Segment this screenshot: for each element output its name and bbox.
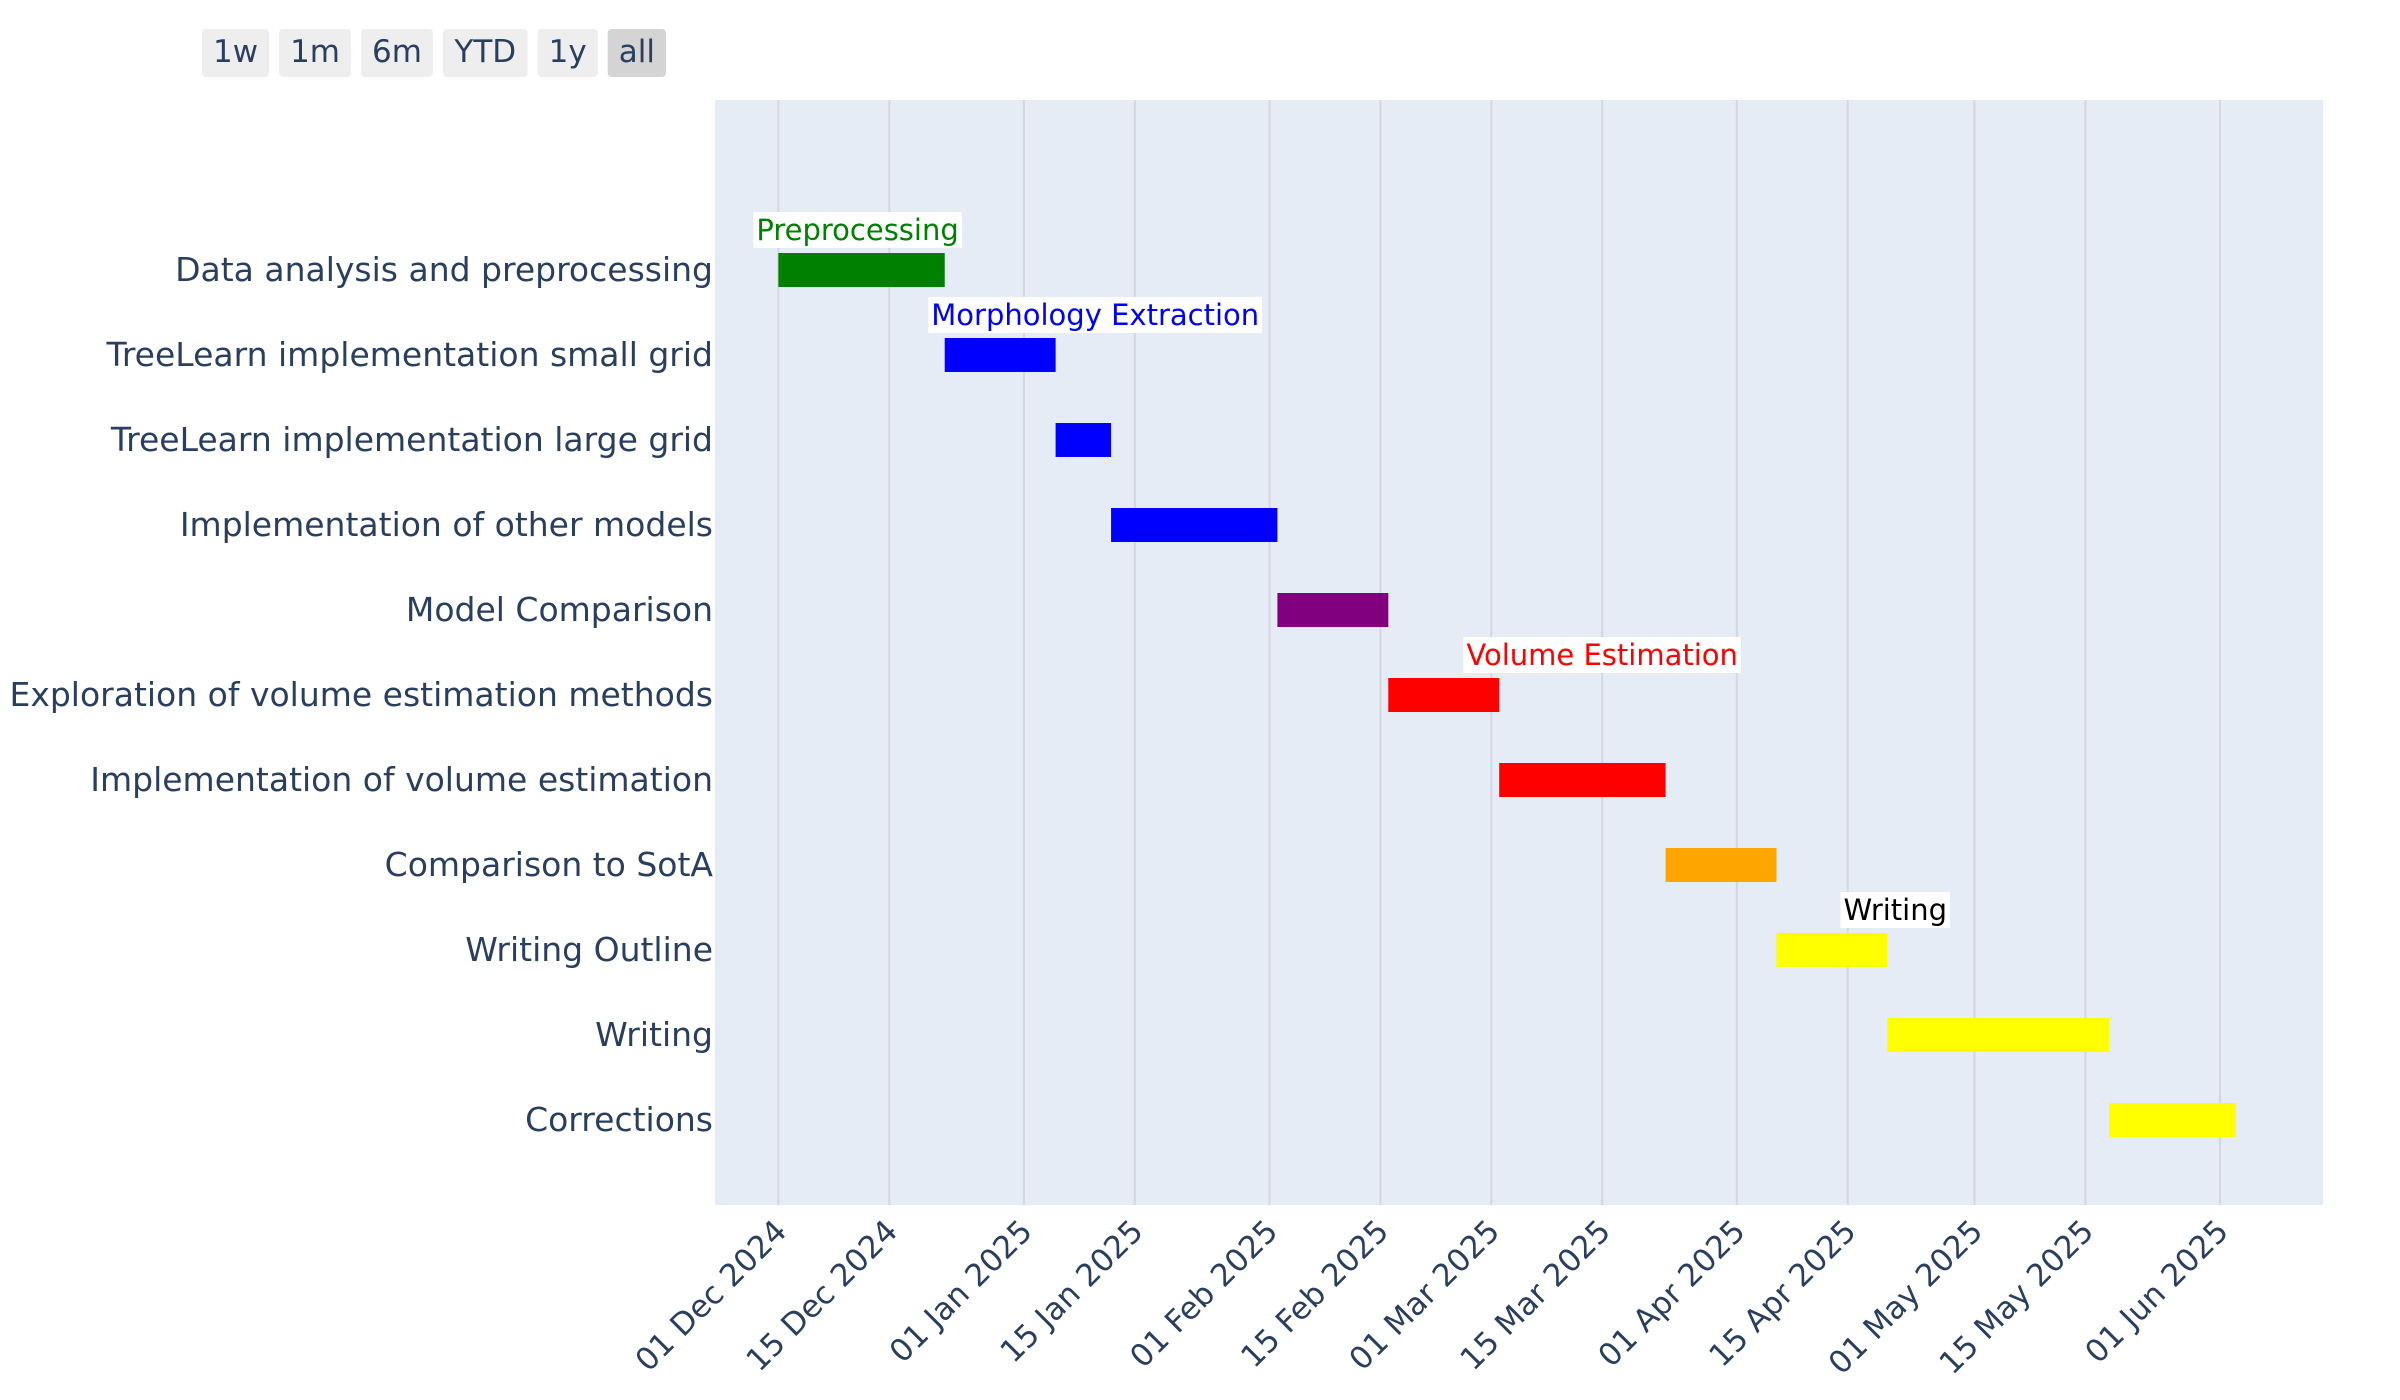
task-label: Model Comparison	[406, 590, 713, 629]
task-labels: Data analysis and preprocessing TreeLearn…	[9, 250, 713, 1139]
range-button-background	[279, 29, 351, 77]
range-button-label: all	[619, 34, 655, 70]
range-button-1m[interactable]: 1m	[279, 29, 351, 77]
task-bar-implementation-of-volume-estimation[interactable]	[1499, 763, 1666, 797]
annotation-background	[1840, 892, 1951, 928]
task-bar-treelearn-implementation-large-grid[interactable]	[1055, 423, 1112, 457]
range-button-6m[interactable]: 6m	[361, 29, 433, 77]
range-button-ytd[interactable]: YTD	[442, 29, 528, 77]
task-bar-writing-outline[interactable]	[1776, 933, 1888, 967]
range-button-background	[202, 29, 270, 77]
annotation-text: Morphology Extraction	[931, 298, 1259, 332]
annotation-background	[753, 212, 962, 248]
range-button-1y[interactable]: 1y	[537, 29, 598, 77]
task-label: Implementation of other models	[180, 505, 713, 544]
annotation-text: Preprocessing	[756, 213, 958, 247]
task-label: TreeLearn implementation large grid	[110, 420, 713, 459]
range-button-label: 1w	[213, 34, 258, 70]
task-bar-comparison-to-sota[interactable]	[1665, 848, 1777, 882]
range-button-1w[interactable]: 1w	[202, 29, 270, 77]
annotation-volume-estimation: Volume Estimation	[1463, 637, 1741, 673]
task-label: Data analysis and preprocessing	[175, 250, 713, 289]
task-bar-treelearn-implementation-small-grid[interactable]	[944, 338, 1056, 372]
task-bar-data-analysis-and-preprocessing[interactable]	[778, 253, 945, 287]
task-label: Comparison to SotA	[385, 845, 714, 884]
task-label: Writing Outline	[465, 930, 713, 969]
task-bar-exploration-of-volume-estimation-methods[interactable]	[1388, 678, 1500, 712]
range-button-background	[442, 29, 528, 77]
range-button-label: 6m	[372, 34, 422, 70]
task-label: TreeLearn implementation small grid	[106, 335, 713, 374]
task-label: Writing	[595, 1015, 713, 1054]
range-button-all[interactable]: all	[607, 29, 666, 77]
task-bars	[778, 253, 2236, 1137]
annotation-background	[1463, 637, 1741, 673]
task-bar-implementation-of-other-models[interactable]	[1111, 508, 1278, 542]
annotation-text: Writing	[1843, 893, 1947, 927]
annotations: Preprocessing Morphology Extraction Volume…	[753, 212, 1951, 928]
x-tick-label: 01 Jun 2025	[2078, 1213, 2235, 1370]
task-bar-corrections[interactable]	[2109, 1103, 2236, 1137]
task-label: Corrections	[525, 1100, 713, 1139]
task-bar-model-comparison[interactable]	[1277, 593, 1389, 627]
annotation-morphology-extraction: Morphology Extraction	[928, 297, 1263, 333]
annotation-background	[928, 297, 1263, 333]
range-button-label: 1m	[290, 34, 340, 70]
range-button-label: YTD	[453, 34, 516, 70]
annotation-writing: Writing	[1840, 892, 1951, 928]
annotation-preprocessing: Preprocessing	[753, 212, 962, 248]
range-selector: 1w 1m 6m YTD 1y all	[202, 29, 666, 77]
range-button-background	[607, 29, 666, 77]
annotation-text: Volume Estimation	[1466, 638, 1738, 672]
task-bar-writing[interactable]	[1887, 1018, 2110, 1052]
range-button-background	[361, 29, 433, 77]
range-button-background	[537, 29, 598, 77]
task-label: Implementation of volume estimation	[90, 760, 713, 799]
range-button-label: 1y	[549, 34, 587, 70]
task-label: Exploration of volume estimation methods	[9, 675, 713, 714]
